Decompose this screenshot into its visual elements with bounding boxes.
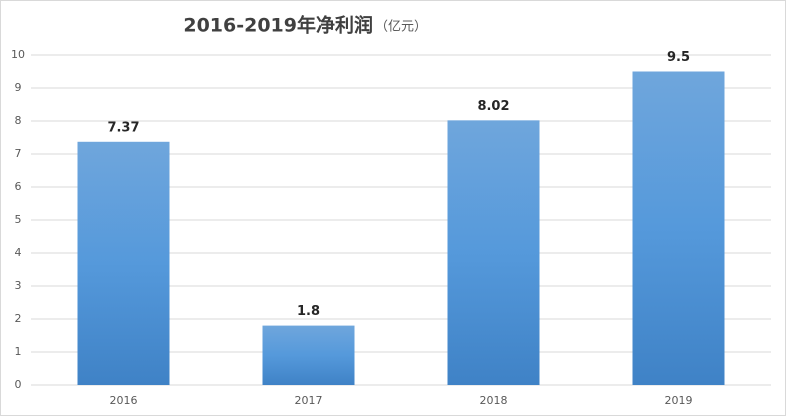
y-tick-label: 0 xyxy=(15,378,22,391)
bar xyxy=(632,71,725,385)
data-label: 8.02 xyxy=(477,99,509,114)
y-tick-label: 8 xyxy=(15,114,22,127)
y-tick-label: 4 xyxy=(15,246,22,259)
data-label: 7.37 xyxy=(107,120,139,135)
bar xyxy=(262,325,355,385)
chart-title: 2016-2019年净利润 xyxy=(183,14,373,37)
chart-unit: （亿元） xyxy=(375,20,427,35)
y-tick-label: 9 xyxy=(15,81,22,94)
data-label: 1.8 xyxy=(297,304,320,319)
bar xyxy=(447,120,540,385)
x-tick-label: 2019 xyxy=(665,394,693,407)
y-tick-label: 6 xyxy=(15,180,22,193)
y-tick-label: 1 xyxy=(15,345,22,358)
x-tick-label: 2018 xyxy=(480,394,508,407)
x-tick-label: 2016 xyxy=(110,394,138,407)
y-tick-label: 3 xyxy=(15,279,22,292)
data-label: 9.5 xyxy=(667,50,690,65)
x-tick-label: 2017 xyxy=(295,394,323,407)
y-tick-label: 5 xyxy=(15,213,22,226)
y-tick-label: 10 xyxy=(11,48,25,61)
bar xyxy=(77,141,170,385)
y-tick-label: 7 xyxy=(15,147,22,160)
y-tick-label: 2 xyxy=(15,312,22,325)
